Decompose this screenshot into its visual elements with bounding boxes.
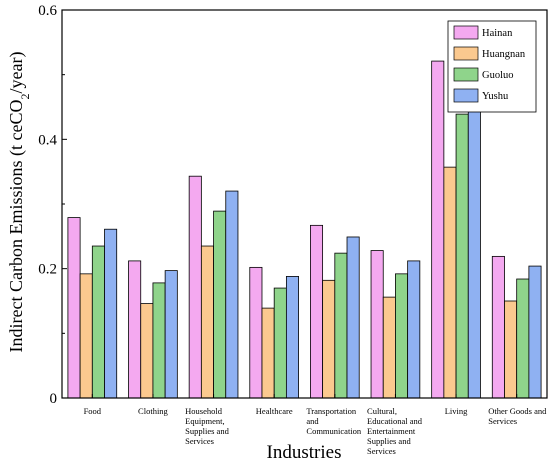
bar-huangnan-3 xyxy=(261,307,275,399)
category-label-6: Living xyxy=(445,406,468,416)
category-label-line: Other Goods and xyxy=(488,406,547,416)
legend-swatch-yushu xyxy=(453,88,479,103)
category-label-7: Other Goods and Services xyxy=(488,406,547,426)
category-label-line: Healthcare xyxy=(256,406,293,416)
category-label-4: Transportation and Communication xyxy=(306,406,362,436)
bar-hainan-5 xyxy=(370,250,384,399)
y-axis-title-subscript: 2 xyxy=(18,94,32,100)
bar-yushu-6 xyxy=(467,83,481,399)
category-label-2: Household Equipment, Supplies and Services xyxy=(185,406,229,446)
y-tick-label: 0.6 xyxy=(38,3,57,19)
bar-guoluo-3 xyxy=(273,287,287,399)
bar-hainan-1 xyxy=(128,260,142,399)
category-label-line: Supplies and xyxy=(185,426,229,436)
legend: Hainan Huangnan Guoluo Yushu xyxy=(447,20,537,113)
bar-yushu-2 xyxy=(225,190,239,399)
bar-guoluo-4 xyxy=(334,252,348,399)
bar-hainan-7 xyxy=(491,255,505,399)
bar-yushu-3 xyxy=(285,276,299,399)
bar-huangnan-0 xyxy=(79,273,93,399)
category-label-0: Food xyxy=(84,406,102,416)
bars-layer xyxy=(67,60,542,399)
legend-label-yushu: Yushu xyxy=(482,91,509,102)
category-label-line: Services xyxy=(185,436,214,446)
bar-yushu-1 xyxy=(164,270,178,399)
legend-label-hainan: Hainan xyxy=(482,28,513,39)
bar-huangnan-7 xyxy=(504,300,518,399)
legend-label-huangnan: Huangnan xyxy=(482,49,526,60)
category-labels: Food Clothing Household Equipment, Supplies … xyxy=(84,406,548,456)
bar-hainan-6 xyxy=(431,60,445,399)
bar-hainan-4 xyxy=(310,224,324,399)
bar-hainan-2 xyxy=(188,175,202,399)
category-label-line: Transportation xyxy=(306,406,356,416)
category-label-line: Services xyxy=(488,416,517,426)
category-label-1: Clothing xyxy=(138,406,169,416)
category-label-3: Healthcare xyxy=(256,406,293,416)
category-label-line: Entertainment xyxy=(367,426,416,436)
y-tick-label: 0.4 xyxy=(38,132,57,148)
bar-guoluo-1 xyxy=(152,282,166,399)
bar-guoluo-7 xyxy=(516,278,530,399)
y-axis-title-tail: /year) xyxy=(6,52,27,94)
y-tick-label: 0.2 xyxy=(38,262,57,278)
y-tick-label: 0 xyxy=(50,391,58,407)
y-axis-title-main: Indirect Carbon Emissions (t ceCO xyxy=(6,100,27,353)
category-label-line: Household xyxy=(185,406,223,416)
category-label-line: Cultural, xyxy=(367,406,397,416)
bar-huangnan-5 xyxy=(382,296,396,399)
x-axis-title: Industries xyxy=(267,442,342,461)
legend-swatch-hainan xyxy=(453,25,479,40)
bar-yushu-0 xyxy=(104,228,118,399)
axis-ticks: 0 0.2 0.4 0.6 xyxy=(38,3,518,407)
category-label-line: Supplies and xyxy=(367,436,411,446)
category-label-line: Clothing xyxy=(138,406,169,416)
bar-guoluo-0 xyxy=(91,245,105,399)
bar-guoluo-5 xyxy=(395,273,409,399)
category-label-line: Services xyxy=(367,446,396,456)
bar-huangnan-6 xyxy=(443,166,457,399)
category-label-line: Food xyxy=(84,406,102,416)
bar-yushu-7 xyxy=(528,265,542,399)
bar-huangnan-4 xyxy=(322,279,336,399)
y-axis-title: Indirect Carbon Emissions (t ceCO2/year) xyxy=(6,52,32,353)
bar-guoluo-6 xyxy=(455,113,469,399)
bar-hainan-0 xyxy=(67,217,81,399)
category-label-line: Living xyxy=(445,406,468,416)
category-label-line: Equipment, xyxy=(185,416,224,426)
bar-guoluo-2 xyxy=(213,210,227,399)
category-label-5: Cultural, Educational and Entertainment Sup… xyxy=(367,406,423,456)
bar-yushu-5 xyxy=(407,260,421,399)
category-label-line: Educational and xyxy=(367,416,423,426)
category-label-line: Communication xyxy=(306,426,362,436)
bar-huangnan-1 xyxy=(140,303,154,399)
legend-swatch-huangnan xyxy=(453,46,479,61)
category-label-line: and xyxy=(306,416,319,426)
bar-yushu-4 xyxy=(346,236,360,399)
bar-huangnan-2 xyxy=(200,245,214,399)
legend-label-guoluo: Guoluo xyxy=(482,70,514,81)
bar-hainan-3 xyxy=(249,266,263,399)
legend-swatch-guoluo xyxy=(453,67,479,82)
